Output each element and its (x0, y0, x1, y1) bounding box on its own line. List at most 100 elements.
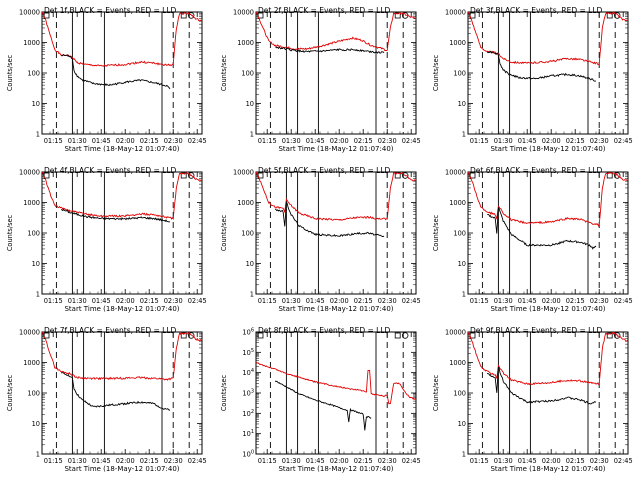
y-tick-label: 1 (462, 131, 466, 139)
panel-5: Det 5f,BLACK = Events, RED = LLD 1 10 100 10… (220, 166, 421, 313)
y-axis-label: Counts/sec (6, 54, 14, 91)
y-tick-label: 10000 (19, 9, 40, 17)
y-tick-label: 10000 (233, 9, 254, 17)
y-tick-label: 100 (241, 70, 254, 78)
x-tick-label: 02:30 (164, 137, 183, 145)
panel-8: Det 8f,BLACK = Events, RED = LLD 100 101 10… (220, 326, 421, 473)
lld-series-line (256, 12, 416, 51)
panel-4: Det 4f,BLACK = Events, RED = LLD 1 10 100 10… (6, 166, 207, 313)
y-axis-label: Counts/sec (432, 54, 440, 91)
chart-title: Det 6f,BLACK = Events, RED = LLD (470, 166, 603, 175)
x-tick-label: 02:15 (354, 137, 373, 145)
y-tick-label: 1000 (449, 199, 466, 207)
y-tick-label: 103 (242, 389, 254, 398)
marker-circle (187, 12, 195, 19)
plot-frame (467, 171, 629, 295)
x-tick-label: 01:30 (282, 297, 301, 305)
x-tick-label: 01:30 (494, 297, 513, 305)
y-tick-label: 10000 (445, 169, 466, 177)
y-tick-label: 100 (27, 230, 40, 238)
x-tick-label: 01:45 (92, 457, 111, 465)
x-tick-label: 01:45 (518, 137, 537, 145)
x-tick-label: 02:30 (590, 297, 609, 305)
x-tick-label: 01:45 (92, 297, 111, 305)
x-tick-label: 02:30 (590, 137, 609, 145)
y-tick-label: 105 (242, 348, 254, 357)
y-tick-label: 10000 (19, 329, 40, 337)
y-tick-label: 1 (36, 291, 40, 299)
x-tick-label: 02:45 (402, 457, 421, 465)
events-series-line (486, 50, 597, 82)
x-tick-label: 01:30 (282, 457, 301, 465)
x-tick-label: 01:45 (518, 457, 537, 465)
x-tick-label: 01:45 (306, 137, 325, 145)
x-tick-label: 01:30 (68, 297, 87, 305)
y-tick-label: 1 (36, 131, 40, 139)
x-tick-label: 02:45 (188, 137, 207, 145)
x-axis-label: Start Time (18-May-12 01:07:40) (64, 305, 179, 313)
marker-square (257, 172, 264, 179)
x-tick-label: 01:30 (68, 457, 87, 465)
y-tick-label: 10 (32, 260, 40, 268)
marker-square (469, 172, 476, 179)
lld-series-line (468, 12, 628, 65)
marker-square (257, 332, 264, 339)
y-tick-label: 106 (242, 328, 254, 337)
x-tick-label: 01:45 (92, 137, 111, 145)
y-tick-label: 1 (462, 291, 466, 299)
x-tick-label: 02:15 (140, 457, 159, 465)
y-tick-label: 101 (242, 429, 254, 438)
y-tick-label: 102 (242, 409, 254, 418)
x-tick-label: 02:30 (378, 137, 397, 145)
events-series-line (275, 201, 385, 238)
x-tick-label: 02:15 (566, 137, 585, 145)
x-tick-label: 02:00 (330, 137, 349, 145)
y-tick-label: 10 (458, 100, 466, 108)
y-tick-label: 100 (453, 230, 466, 238)
events-series-line (486, 366, 597, 405)
y-tick-label: 10 (458, 420, 466, 428)
panel-7: Det 7f,BLACK = Events, RED = LLD 1 10 100 10… (6, 326, 207, 473)
x-axis-label: Start Time (18-May-12 01:07:40) (490, 145, 605, 153)
y-tick-label: 1000 (237, 199, 254, 207)
lld-series-line (42, 332, 202, 381)
marker-circle (402, 332, 409, 339)
x-tick-label: 02:15 (354, 297, 373, 305)
x-tick-label: 01:30 (494, 457, 513, 465)
x-tick-label: 01:45 (306, 457, 325, 465)
y-tick-label: 1000 (449, 359, 466, 367)
lld-series-line (42, 172, 202, 221)
x-tick-label: 02:00 (542, 297, 561, 305)
y-tick-label: 10 (32, 100, 40, 108)
plot-frame (255, 11, 417, 135)
x-tick-label: 02:30 (378, 297, 397, 305)
x-tick-label: 01:15 (44, 457, 63, 465)
y-axis-label: Counts/sec (432, 374, 440, 411)
panel-2: Det 2f,BLACK = Events, RED = LLD 1 10 100 10… (220, 6, 421, 153)
y-axis-label: Counts/sec (220, 54, 228, 91)
x-tick-label: 01:15 (44, 297, 63, 305)
y-tick-label: 10 (458, 260, 466, 268)
marker-square (606, 332, 613, 339)
x-tick-label: 02:45 (188, 297, 207, 305)
x-tick-label: 02:00 (116, 137, 135, 145)
y-tick-label: 10 (32, 420, 40, 428)
lld-series-line (468, 332, 628, 386)
x-axis-label: Start Time (18-May-12 01:07:40) (64, 145, 179, 153)
y-tick-label: 1000 (23, 199, 40, 207)
x-tick-label: 01:30 (68, 137, 87, 145)
x-tick-label: 01:30 (494, 137, 513, 145)
marker-circle (402, 172, 409, 179)
chart-title: Det 8f,BLACK = Events, RED = LLD (258, 326, 391, 335)
y-tick-label: 10000 (19, 169, 40, 177)
y-axis-label: Counts/sec (220, 374, 228, 411)
events-series-line (60, 371, 171, 411)
x-tick-label: 01:15 (258, 137, 277, 145)
x-tick-label: 01:45 (306, 297, 325, 305)
panel-6: Det 6f,BLACK = Events, RED = LLD 1 10 100 10… (432, 166, 633, 313)
y-tick-label: 10 (246, 100, 254, 108)
x-tick-label: 02:00 (116, 297, 135, 305)
x-tick-label: 02:30 (378, 457, 397, 465)
chart-title: Det 3f,BLACK = Events, RED = LLD (470, 6, 603, 15)
